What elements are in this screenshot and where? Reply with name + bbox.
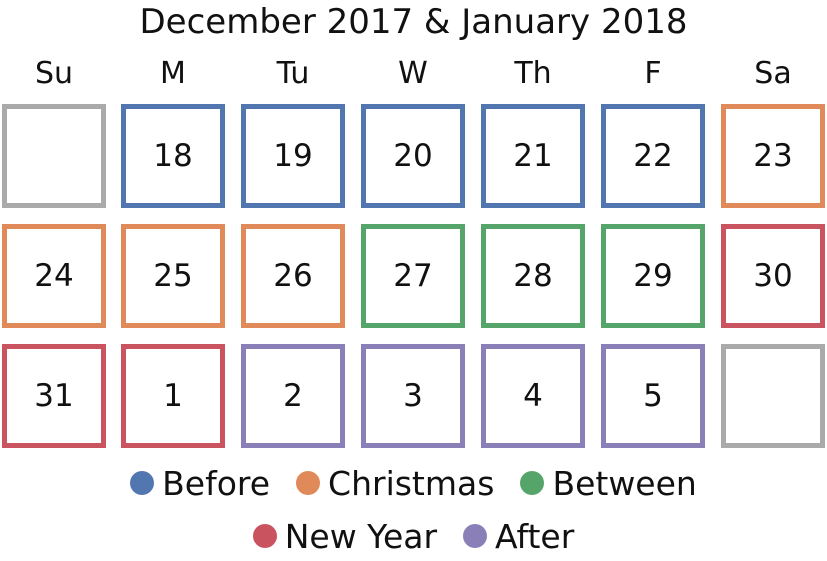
weekday-label-w: W: [398, 56, 428, 91]
weekday-label-sa: Sa: [754, 56, 792, 91]
day-number: 19: [273, 138, 313, 174]
day-cell-27: 27: [361, 224, 465, 328]
weekday-label-f: F: [644, 56, 662, 91]
legend-dot-icon: [520, 471, 545, 495]
legend-dot-icon: [463, 524, 488, 548]
weekday-label-su: Su: [34, 56, 74, 91]
day-cell-26: 26: [241, 224, 345, 328]
day-number: 22: [633, 138, 673, 174]
day-number: 3: [403, 378, 423, 414]
day-number: 27: [393, 258, 433, 294]
empty-day-cell: [721, 344, 825, 448]
day-number: 21: [513, 138, 553, 174]
day-cell-21: 21: [481, 104, 585, 208]
day-cell-29: 29: [601, 224, 705, 328]
day-number: 2: [283, 378, 303, 414]
day-cell-24: 24: [2, 224, 106, 328]
day-cell-19: 19: [241, 104, 345, 208]
legend-row: New Year After: [0, 511, 827, 561]
day-cell-23: 23: [721, 104, 825, 208]
day-number: 18: [153, 138, 193, 174]
calendar-title: December 2017 & January 2018: [139, 2, 688, 42]
weekday-header-row: Su M Tu W Th F Sa: [0, 52, 827, 96]
legend-item-newyear: New Year: [252, 516, 438, 556]
day-cell-31: 31: [2, 344, 106, 448]
legend-item-christmas: Christmas: [296, 464, 494, 503]
day-number: 30: [753, 258, 793, 294]
legend-label: Between: [552, 463, 697, 503]
legend-label: After: [495, 516, 575, 556]
day-number: 25: [153, 258, 193, 294]
day-number: 5: [643, 378, 663, 414]
weekday-label-tu: Tu: [276, 56, 310, 91]
legend-dot-icon: [296, 471, 321, 495]
day-cell-22: 22: [601, 104, 705, 208]
day-cell-2: 2: [241, 344, 345, 448]
legend-item-between: Between: [520, 463, 697, 503]
day-number: 24: [34, 258, 74, 294]
day-number: 23: [753, 138, 793, 174]
day-number: 1: [163, 378, 183, 414]
day-number: 4: [523, 378, 543, 414]
day-number: 28: [513, 258, 553, 294]
legend-item-after: After: [463, 517, 574, 556]
day-cell-18: 18: [121, 104, 225, 208]
day-cell-5: 5: [601, 344, 705, 448]
day-cell-25: 25: [121, 224, 225, 328]
day-number: 29: [633, 258, 673, 294]
legend-row: Before Christmas Between: [0, 458, 827, 508]
weekday-label-th: Th: [514, 56, 552, 91]
day-cell-20: 20: [361, 104, 465, 208]
legend-dot-icon: [252, 524, 277, 548]
day-cell-4: 4: [481, 344, 585, 448]
legend-dot-icon: [130, 471, 155, 495]
weekday-label-m: M: [160, 56, 186, 91]
day-cell-1: 1: [121, 344, 225, 448]
legend-label: Before: [162, 463, 271, 503]
day-number: 20: [393, 138, 433, 174]
legend-label: New Year: [284, 516, 438, 556]
day-number: 31: [34, 378, 74, 414]
day-cell-30: 30: [721, 224, 825, 328]
legend: Before Christmas Between New Year After: [0, 458, 827, 561]
legend-item-before: Before: [130, 464, 270, 503]
day-cell-3: 3: [361, 344, 465, 448]
day-cell-28: 28: [481, 224, 585, 328]
legend-label: Christmas: [328, 463, 495, 503]
empty-day-cell: [2, 104, 106, 208]
day-number: 26: [273, 258, 313, 294]
